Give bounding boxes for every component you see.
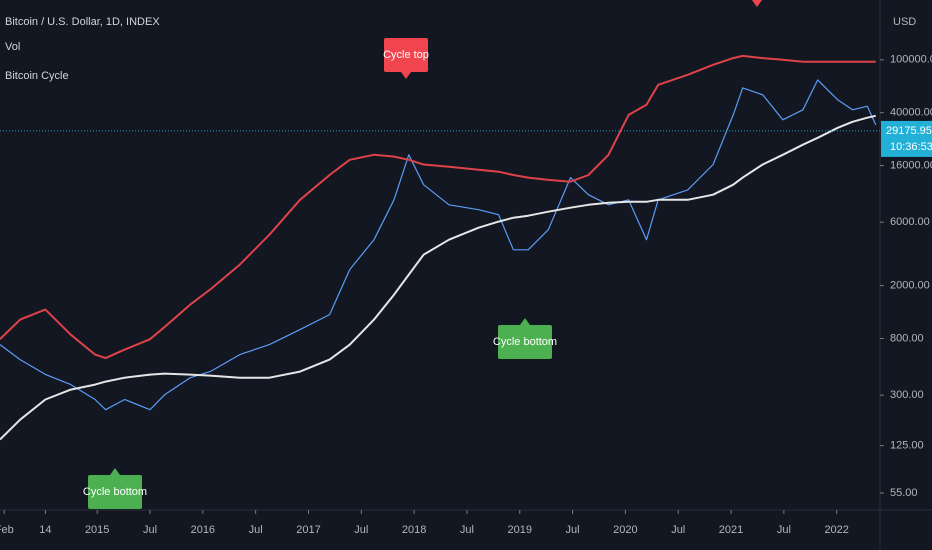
y-tick-label: 100000.00: [890, 54, 932, 66]
y-tick-label: 2000.00: [890, 280, 930, 292]
annotation-pointer: [110, 468, 120, 475]
indicator-label[interactable]: Bitcoin Cycle: [5, 70, 69, 82]
y-axis-title: USD: [893, 16, 916, 28]
y-tick-label: 800.00: [890, 332, 924, 344]
price-line: [0, 54, 876, 360]
x-tick-label: 2021: [719, 524, 743, 536]
annotation-box: [384, 38, 428, 72]
x-tick-label: Jul: [143, 524, 157, 536]
x-tick-label: 14: [39, 524, 51, 536]
price-line: [0, 79, 877, 411]
plot-area: [0, 54, 877, 441]
x-tick-label: 2016: [191, 524, 215, 536]
annotation-box: [498, 325, 552, 359]
y-tick-label: 55.00: [890, 487, 918, 499]
annotation-pointer: [520, 318, 530, 325]
x-tick-label: 2020: [613, 524, 637, 536]
x-tick-label: 2018: [402, 524, 426, 536]
y-tick-label: 6000.00: [890, 216, 930, 228]
last-price-label: 29175.95: [886, 125, 932, 137]
x-tick-label: 2019: [508, 524, 532, 536]
annotation-box: [88, 475, 142, 509]
y-tick-label: 300.00: [890, 389, 924, 401]
price-line: [0, 114, 877, 441]
y-tick-label: 125.00: [890, 440, 924, 452]
annotation-label: Cycle top: [383, 49, 429, 61]
annotation-label: Cycle bottom: [83, 486, 147, 498]
last-price-box: [881, 120, 932, 157]
x-tick-label: Jul: [460, 524, 474, 536]
countdown: 10:36:53: [890, 141, 932, 153]
y-tick-label: 16000.00: [890, 160, 932, 172]
x-tick-label: Jul: [354, 524, 368, 536]
x-tick-label: 2022: [824, 524, 848, 536]
x-tick-label: 2017: [296, 524, 320, 536]
x-tick-label: Jul: [777, 524, 791, 536]
annotation-label: Cycle bottom: [493, 336, 557, 348]
symbol-title[interactable]: Bitcoin / U.S. Dollar, 1D, INDEX: [5, 16, 160, 28]
annotation-pointer: [752, 0, 762, 7]
x-tick-label: 2015: [85, 524, 109, 536]
x-tick-label: Feb: [0, 524, 14, 536]
x-tick-label: Jul: [249, 524, 263, 536]
volume-label[interactable]: Vol: [5, 41, 20, 53]
y-tick-label: 40000.00: [890, 107, 932, 119]
annotation-pointer: [401, 72, 411, 79]
x-tick-label: Jul: [566, 524, 580, 536]
x-tick-label: Jul: [671, 524, 685, 536]
